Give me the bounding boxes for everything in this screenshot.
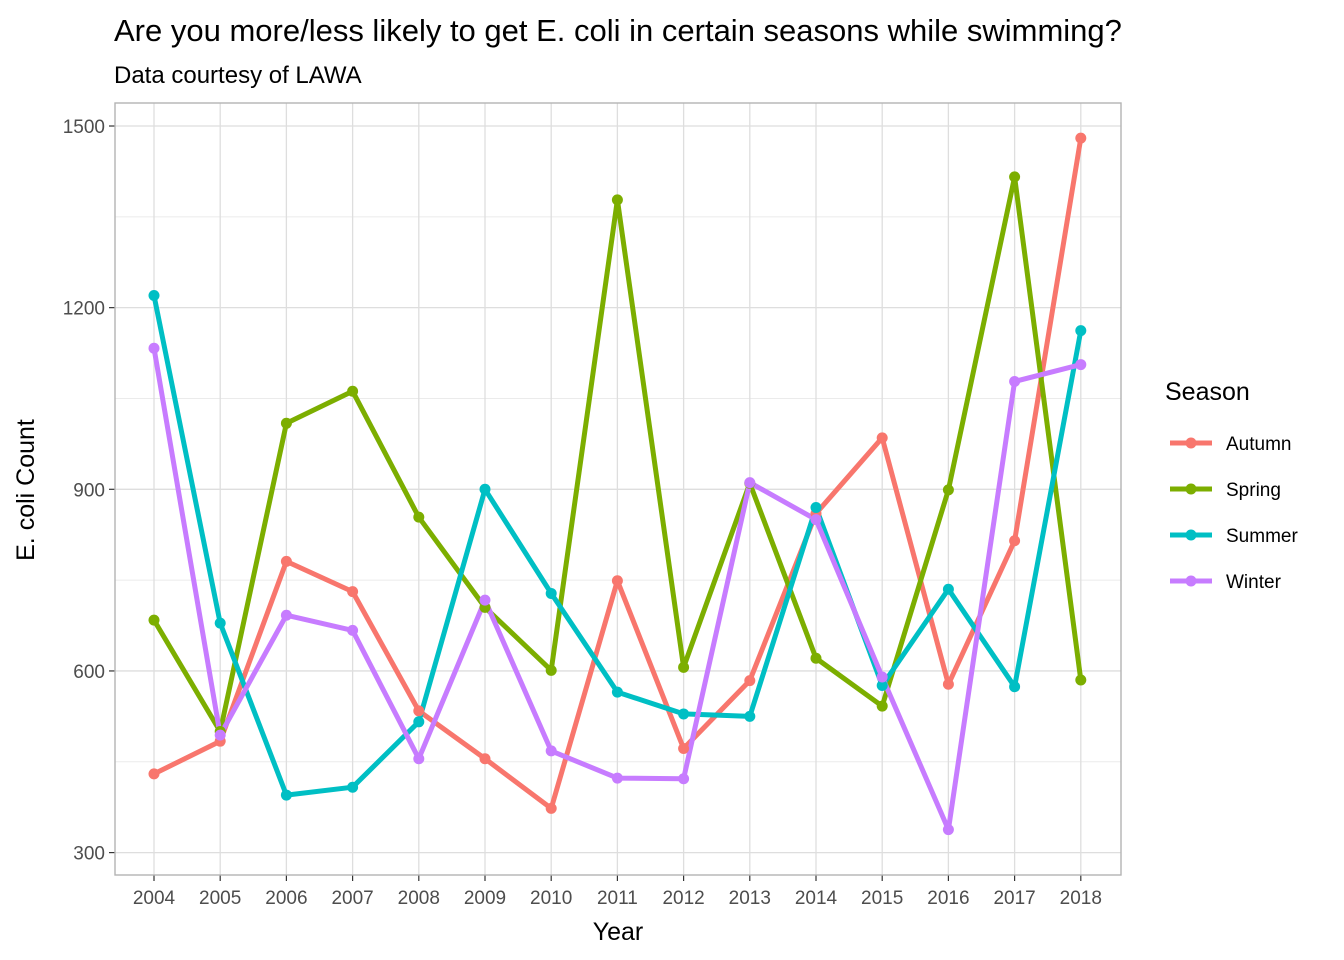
legend-label-summer: Summer — [1226, 526, 1298, 547]
data-point-winter — [479, 594, 491, 606]
data-point-summer — [942, 583, 954, 595]
data-point-spring — [611, 194, 623, 206]
data-point-autumn — [611, 575, 623, 587]
data-point-summer — [611, 686, 623, 698]
data-point-winter — [876, 671, 888, 683]
data-point-autumn — [942, 678, 954, 690]
data-point-winter — [810, 514, 822, 526]
data-point-winter — [1075, 359, 1087, 371]
data-point-spring — [810, 652, 822, 664]
x-axis-title: Year — [593, 918, 644, 946]
x-tick-label: 2014 — [795, 888, 838, 909]
legend: Season Autumn Spring Summer Winter — [1165, 378, 1298, 593]
data-point-spring — [545, 664, 557, 676]
data-point-autumn — [678, 742, 690, 754]
data-point-spring — [347, 385, 359, 397]
data-point-spring — [942, 484, 954, 496]
x-tick-label: 2009 — [464, 888, 506, 909]
data-point-summer — [148, 290, 160, 302]
data-point-summer — [214, 617, 226, 629]
grid — [115, 103, 1121, 875]
data-point-autumn — [479, 753, 491, 765]
x-tick-label: 2015 — [861, 888, 903, 909]
legend-label-winter: Winter — [1226, 572, 1282, 593]
x-tick-label: 2012 — [662, 888, 704, 909]
axes: 300 600 900 1200 1500 2004 2005 2006 2007 2008 200… — [63, 117, 1102, 909]
x-tick-label: 2005 — [199, 888, 241, 909]
y-axis-title: E. coli Count — [12, 419, 40, 561]
x-tick-label: 2006 — [265, 888, 307, 909]
y-tick-label: 1200 — [63, 299, 105, 320]
data-point-summer — [810, 501, 822, 513]
legend-key-point-winter — [1185, 575, 1197, 587]
x-tick-label: 2011 — [597, 888, 638, 909]
legend-key-point-autumn — [1185, 437, 1197, 449]
data-point-spring — [678, 661, 690, 673]
data-point-summer — [678, 708, 690, 720]
data-point-autumn — [744, 675, 756, 687]
data-point-spring — [876, 700, 888, 712]
data-point-summer — [413, 716, 425, 728]
data-point-winter — [942, 824, 954, 836]
panel-border — [114, 102, 1122, 876]
data-point-autumn — [876, 432, 888, 444]
data-point-summer — [545, 587, 557, 599]
y-tick-label: 900 — [73, 480, 105, 501]
data-point-autumn — [148, 768, 160, 780]
data-point-winter — [678, 773, 690, 785]
data-point-winter — [545, 745, 557, 757]
data-point-autumn — [280, 555, 292, 567]
data-point-summer — [479, 483, 491, 495]
data-point-winter — [1009, 376, 1021, 388]
data-point-winter — [214, 729, 226, 741]
legend-label-autumn: Autumn — [1226, 434, 1291, 455]
x-tick-label: 2017 — [993, 888, 1035, 909]
data-point-autumn — [545, 802, 557, 814]
data-point-spring — [1075, 674, 1087, 686]
data-point-winter — [148, 342, 160, 354]
data-point-summer — [744, 710, 756, 722]
series-points — [148, 132, 1087, 836]
x-tick-label: 2004 — [133, 888, 176, 909]
legend-label-spring: Spring — [1226, 480, 1281, 501]
data-point-summer — [876, 679, 888, 691]
data-point-spring — [280, 417, 292, 429]
y-tick-label: 1500 — [63, 117, 105, 138]
x-tick-label: 2007 — [331, 888, 373, 909]
data-point-autumn — [413, 705, 425, 717]
data-point-autumn — [1009, 535, 1021, 547]
data-point-winter — [347, 624, 359, 636]
data-point-winter — [413, 753, 425, 765]
data-point-summer — [280, 789, 292, 801]
x-tick-label: 2008 — [398, 888, 440, 909]
x-tick-label: 2010 — [530, 888, 572, 909]
legend-title: Season — [1165, 378, 1250, 406]
x-tick-label: 2018 — [1060, 888, 1102, 909]
data-point-winter — [611, 772, 623, 784]
legend-key-point-spring — [1185, 483, 1197, 495]
data-point-winter — [280, 609, 292, 621]
y-tick-label: 600 — [73, 662, 105, 683]
x-tick-label: 2016 — [927, 888, 969, 909]
y-tick-label: 300 — [73, 844, 105, 865]
data-point-autumn — [347, 586, 359, 598]
data-point-autumn — [1075, 132, 1087, 144]
data-point-summer — [1075, 325, 1087, 337]
data-point-spring — [148, 614, 160, 626]
data-point-winter — [744, 477, 756, 489]
chart-title: Are you more/less likely to get E. coli … — [114, 13, 1122, 48]
data-point-summer — [1009, 681, 1021, 693]
data-point-spring — [413, 511, 425, 523]
chart-subtitle: Data courtesy of LAWA — [114, 62, 362, 89]
data-point-spring — [1009, 171, 1021, 183]
x-tick-label: 2013 — [729, 888, 771, 909]
data-point-summer — [347, 781, 359, 793]
legend-key-point-summer — [1185, 529, 1197, 541]
